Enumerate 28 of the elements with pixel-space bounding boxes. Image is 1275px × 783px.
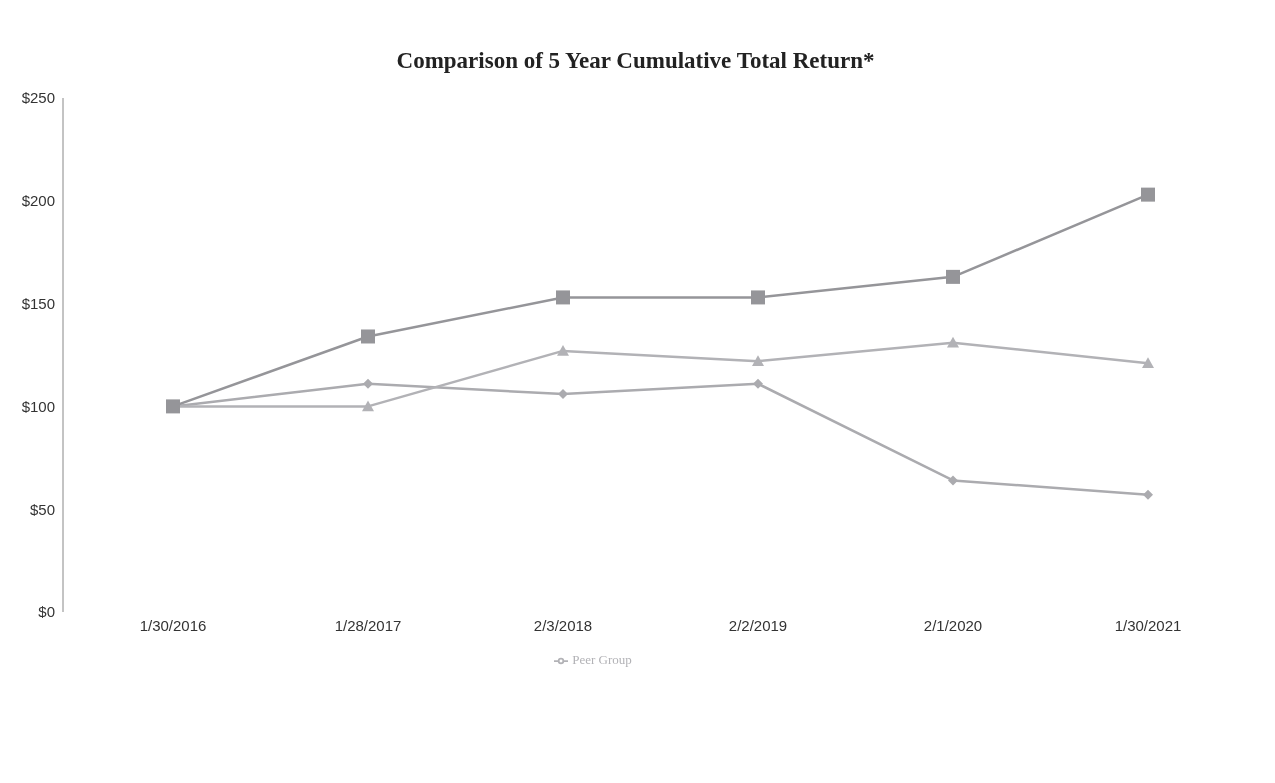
point — [751, 290, 765, 305]
point — [363, 378, 373, 389]
x-tick-label: 2/2/2019 — [728, 616, 788, 634]
point — [948, 475, 958, 486]
point — [752, 355, 764, 366]
point — [361, 329, 375, 344]
y-tick-label: $50 — [29, 500, 55, 518]
chart-title: Comparison of 5 Year Cumulative Total Return* — [396, 48, 875, 73]
y-tick-label: $200 — [21, 192, 55, 210]
point — [556, 290, 570, 305]
legend-label: Peer Group — [572, 651, 632, 667]
point — [557, 344, 569, 356]
point — [1143, 489, 1153, 500]
y-tick-label: $250 — [21, 89, 55, 107]
point — [558, 389, 568, 400]
x-tick-label: 2/3/2018 — [533, 616, 593, 634]
y-tick-label: $0 — [38, 603, 55, 621]
point — [362, 400, 374, 412]
y-tick-label: $100 — [21, 397, 55, 415]
point — [1141, 187, 1155, 202]
point — [946, 269, 960, 284]
x-tick-label: 1/30/2016 — [139, 616, 207, 634]
point — [753, 378, 763, 389]
x-tick-label: 1/30/2021 — [1114, 616, 1182, 634]
x-tick-label: 2/1/2020 — [923, 616, 983, 634]
x-tick-label: 1/28/2017 — [334, 616, 402, 634]
y-tick-label: $150 — [21, 294, 55, 312]
point — [1142, 357, 1154, 369]
